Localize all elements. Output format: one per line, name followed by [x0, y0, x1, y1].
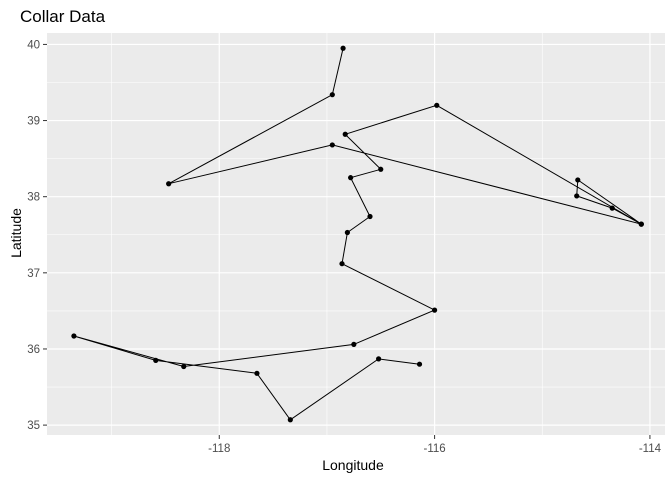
data-point: [348, 175, 354, 181]
data-point: [166, 181, 172, 187]
x-tick-label: -114: [639, 443, 662, 455]
grid-lines: [47, 33, 665, 435]
data-point: [329, 92, 335, 98]
data-point: [181, 363, 187, 370]
y-tick-label: 39: [27, 116, 40, 128]
chart-title: Collar Data: [20, 7, 106, 26]
data-point: [342, 131, 348, 137]
data-point: [254, 370, 260, 376]
data-point: [344, 229, 350, 236]
data-point: [431, 307, 438, 313]
y-tick-label: 35: [27, 420, 40, 432]
plot-panel: [47, 33, 665, 435]
data-point: [609, 205, 615, 211]
data-point: [153, 357, 159, 363]
data-point: [376, 356, 382, 362]
data-point: [638, 221, 644, 227]
y-tick-label: 40: [27, 39, 40, 51]
data-point: [575, 177, 581, 183]
data-point: [416, 361, 423, 367]
data-point: [340, 45, 346, 51]
data-point: [71, 333, 77, 339]
data-point: [329, 142, 335, 148]
y-tick-label: 36: [27, 344, 40, 356]
y-tick-label: 38: [27, 192, 40, 204]
data-point: [434, 102, 440, 108]
x-tick-label: -116: [424, 443, 446, 455]
data-point: [574, 193, 580, 199]
x-tick-label: -118: [208, 443, 230, 455]
data-point: [339, 261, 345, 267]
x-axis-title: Longitude: [322, 457, 384, 473]
data-point: [287, 417, 293, 423]
data-series: [71, 45, 644, 423]
axis-ticks: -118 -116 -114 35 36 37 38 39 40: [27, 39, 661, 455]
data-point: [351, 341, 357, 347]
y-axis-title: Latitude: [8, 208, 24, 258]
data-point: [378, 166, 384, 172]
data-point: [367, 213, 373, 220]
y-tick-label: 37: [27, 268, 40, 280]
